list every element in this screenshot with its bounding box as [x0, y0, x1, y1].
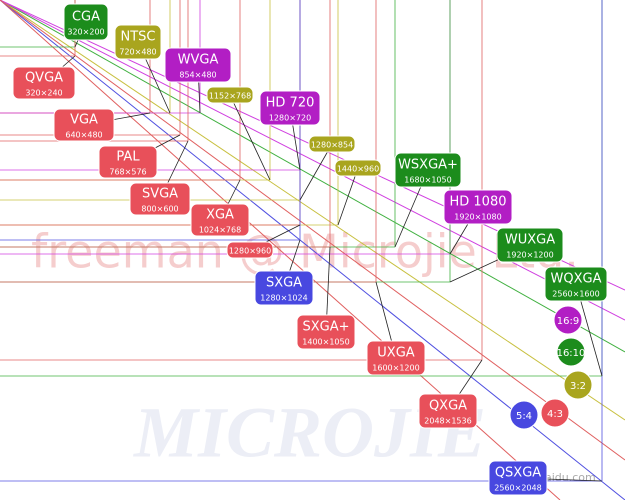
resolution-size: 1280×854: [311, 141, 353, 150]
resolution-size: 2560×1600: [552, 290, 599, 299]
resolution-size: 1680×1050: [404, 176, 451, 185]
resolution-size: 1600×1200: [372, 364, 419, 373]
resolution-size: 2048×1536: [424, 417, 471, 426]
resolution-name: HD 1080: [449, 195, 506, 210]
resolution-name: WVGA: [178, 53, 219, 68]
ratio-circle: [553, 305, 583, 335]
resolution-box: [98, 145, 158, 179]
ratio-label: 3:2: [570, 381, 586, 392]
resolution-name: SVGA: [142, 187, 178, 202]
resolution-name: WSXGA+: [398, 158, 458, 173]
resolution-box: [296, 314, 356, 350]
resolution-size: 1920×1200: [506, 251, 553, 260]
resolution-size: 1280×720: [269, 114, 311, 123]
resolution-size: 320×240: [25, 89, 62, 98]
pointer: [299, 143, 333, 201]
resolution-box: [53, 108, 115, 142]
resolution-name: SXGA: [266, 276, 302, 291]
resolution-name: VGA: [70, 113, 98, 128]
diagonal: [0, 0, 625, 321]
resolution-size: 1280×960: [229, 247, 271, 256]
resolution-size: 1440×960: [337, 165, 379, 174]
pointer: [229, 94, 271, 181]
resolution-box: [366, 340, 426, 376]
diagonal: [0, 0, 625, 353]
resolution-name: QXGA: [429, 399, 467, 414]
pointer: [337, 167, 359, 226]
labels: CGA 320×200 QVGA 320×240 NTSC 720×480 VGA 640×4…: [12, 3, 608, 496]
resolution-size: 768×576: [109, 168, 146, 177]
resolution-size: 1400×1050: [302, 338, 349, 347]
resolution-box: [544, 266, 608, 302]
resolution-box: [418, 393, 478, 429]
diagonal: [0, 0, 625, 421]
resolution-name: XGA: [206, 208, 234, 223]
resolution-name: NTSC: [121, 30, 156, 45]
resolution-box: [259, 90, 321, 126]
resolution-size: 1024×768: [199, 226, 241, 235]
resolution-name: WQXGA: [551, 272, 602, 287]
resolution-box: [63, 3, 109, 41]
resolution-name: PAL: [116, 150, 140, 165]
resolution-box: [394, 152, 462, 188]
ratio-circle: [563, 370, 593, 400]
resolution-size: 640×480: [65, 131, 102, 140]
ratio-circle: [556, 337, 586, 367]
resolution-box: [308, 135, 356, 153]
resolution-size: 1920×1080: [454, 213, 501, 222]
resolution-box: [496, 227, 564, 263]
resolution-box: [334, 159, 382, 177]
ratio-label: 4:3: [547, 409, 563, 420]
resolution-box: [114, 24, 162, 60]
resolution-name: WUXGA: [505, 233, 555, 248]
resolution-box: [488, 460, 548, 496]
resolution-name: UXGA: [377, 346, 414, 361]
resolution-size: 720×480: [119, 48, 156, 57]
resolution-name: QVGA: [25, 71, 63, 86]
resolution-box: [164, 47, 232, 83]
resolution-size: 854×480: [179, 71, 216, 80]
resolution-box: [129, 182, 191, 216]
resolution-box: [12, 66, 76, 100]
resolution-name: SXGA+: [302, 320, 349, 335]
resolution-box: [206, 86, 254, 104]
resolution-size: 2560×2048: [494, 484, 541, 493]
resolution-box: [254, 270, 314, 306]
resolution-box: [226, 241, 274, 259]
resolution-size: 320×200: [67, 28, 104, 37]
resolution-name: CGA: [72, 10, 100, 25]
ratio-label: 16:10: [557, 348, 586, 359]
ratio-circle: [509, 400, 539, 430]
resolution-box: [190, 203, 250, 237]
ratio-circle: [540, 398, 570, 428]
diagonal: [0, 0, 625, 461]
resolution-name: HD 720: [266, 96, 315, 111]
resolution-size: 800×600: [141, 205, 178, 214]
ratio-label: 5:4: [516, 411, 532, 422]
ratio-label: 16:9: [557, 316, 579, 327]
resolution-name: QSXGA: [495, 466, 541, 481]
resolution-size: 1280×1024: [260, 294, 307, 303]
resolution-box: [443, 189, 513, 225]
watermark: freeman @ Microjie Ltd.: [31, 225, 579, 279]
resolution-size: 1152×768: [209, 92, 251, 101]
